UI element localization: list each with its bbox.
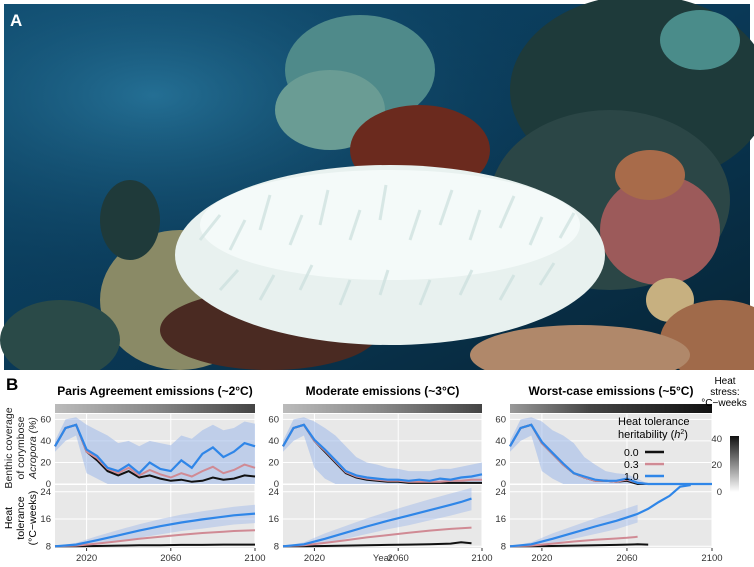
cover-line-h03 — [54, 423, 256, 479]
heat-stress-strip-2 — [510, 404, 712, 413]
tolerance-ytick-label: 8 — [501, 541, 506, 552]
tolerance-line-h10 — [282, 497, 472, 548]
tolerance-ytick-label: 8 — [274, 541, 279, 552]
tolerance-line-h03 — [54, 529, 256, 548]
bottom-ylabel-line3: (°C−weeks) — [27, 491, 39, 546]
facet-title-2: Worst-case emissions (~5°C) — [529, 384, 694, 398]
x-tick-label: 2060 — [616, 553, 637, 564]
bottom-ylabel-line1: Heat — [3, 507, 15, 529]
panel-b-chart: B Paris Agreement emissions (~2°C) 0 20 40 6… — [3, 375, 747, 564]
facet-0: Paris Agreement emissions (~2°C) 0 20 40 60 8… — [40, 384, 265, 564]
bleached-coral — [175, 165, 605, 345]
tolerance-line-h03 — [509, 535, 638, 548]
facet-1: Moderate emissions (~3°C) 0 20 40 60 8 16 24 202… — [268, 384, 492, 564]
tolerance-ytick-label: 24 — [268, 487, 279, 498]
cover-ribbon — [510, 417, 712, 484]
tolerance-ytick-label: 16 — [268, 514, 279, 525]
legend-title-line1: Heat tolerance — [618, 416, 690, 428]
x-tick-label: 2100 — [471, 553, 492, 564]
heat-stress-title-3: °C−weeks — [701, 398, 746, 409]
facet-title-1: Moderate emissions (~3°C) — [306, 384, 460, 398]
tolerance-line-h03 — [282, 526, 472, 548]
cover-ytick-label: 0 — [501, 479, 506, 490]
x-tick-label: 2060 — [388, 553, 409, 564]
heat-stress-tick-40: 40 — [711, 434, 722, 445]
top-ylabel-line3: Acropora (%) — [27, 417, 39, 480]
cover-ytick-label: 60 — [40, 414, 51, 425]
tolerance-panel-1 — [283, 485, 482, 548]
heat-stress-title-2: stress: — [710, 387, 739, 398]
legend-label-0.3: 0.3 — [624, 459, 639, 471]
heat-stress-colorbar: Heat stress: °C−weeks 0 20 40 — [701, 376, 746, 498]
heat-stress-strip-0 — [55, 404, 255, 413]
cover-ytick-label: 40 — [495, 436, 506, 447]
panel-b-label: B — [6, 375, 18, 394]
heat-stress-tick-0: 0 — [717, 487, 722, 498]
cover-ytick-label: 0 — [274, 479, 279, 490]
top-ylabel-line2: of corymbose — [15, 416, 27, 479]
top-y-axis-label: Benthic coverage of corymbose Acropora (… — [3, 407, 39, 488]
cover-ytick-label: 40 — [268, 436, 279, 447]
tolerance-line-h0 — [510, 543, 649, 548]
tolerance-line-h0 — [55, 543, 255, 548]
tolerance-ribbon — [283, 487, 472, 547]
facet-title-0: Paris Agreement emissions (~2°C) — [57, 384, 252, 398]
tolerance-ytick-label: 8 — [46, 541, 51, 552]
cover-line-h10 — [282, 423, 483, 482]
heat-stress-title-1: Heat — [714, 376, 735, 387]
legend-title-line2: heritability (h2) — [618, 429, 688, 441]
cover-ytick-label: 20 — [268, 457, 279, 468]
x-tick-label: 2100 — [244, 553, 265, 564]
cover-ytick-label: 40 — [40, 436, 51, 447]
panel-a-label: A — [10, 11, 22, 30]
heat-stress-tick-20: 20 — [711, 460, 722, 471]
cover-ytick-label: 0 — [46, 479, 51, 490]
x-axis-title: Year — [373, 553, 392, 564]
x-tick-label: 2020 — [531, 553, 552, 564]
legend-label-0.0: 0.0 — [624, 447, 639, 459]
tolerance-ytick-label: 24 — [495, 487, 506, 498]
cover-line-h10 — [509, 423, 712, 486]
x-tick-label: 2020 — [76, 553, 97, 564]
tolerance-line-h10 — [509, 483, 691, 548]
cover-ytick-label: 60 — [268, 414, 279, 425]
tolerance-ribbon — [510, 504, 638, 547]
x-tick-label: 2100 — [701, 553, 722, 564]
cover-ytick-label: 20 — [495, 457, 506, 468]
x-tick-label: 2020 — [304, 553, 325, 564]
legend-label-1.0: 1.0 — [624, 471, 639, 483]
coral-photo: A — [0, 0, 754, 370]
bottom-y-axis-label: Heat tolerance (°C−weeks) — [3, 491, 39, 546]
top-ylabel-line1: Benthic coverage — [3, 407, 15, 488]
cover-line-h10 — [54, 423, 256, 475]
tolerance-ytick-label: 24 — [40, 487, 51, 498]
cover-ytick-label: 20 — [40, 457, 51, 468]
tolerance-ytick-label: 16 — [40, 514, 51, 525]
heat-stress-strip-1 — [283, 404, 482, 413]
tolerance-ytick-label: 16 — [495, 514, 506, 525]
tolerance-line-h10 — [54, 512, 256, 548]
tolerance-panel-2 — [510, 485, 712, 548]
cover-ytick-label: 60 — [495, 414, 506, 425]
tolerance-ribbon — [55, 504, 255, 547]
bottom-ylabel-line2: tolerance — [15, 496, 27, 539]
tolerance-line-h0 — [283, 541, 472, 548]
cover-ribbon — [283, 417, 482, 484]
facet-2: Worst-case emissions (~5°C) 0 20 40 60 8 16 24 2… — [495, 384, 722, 564]
x-tick-label: 2060 — [160, 553, 181, 564]
